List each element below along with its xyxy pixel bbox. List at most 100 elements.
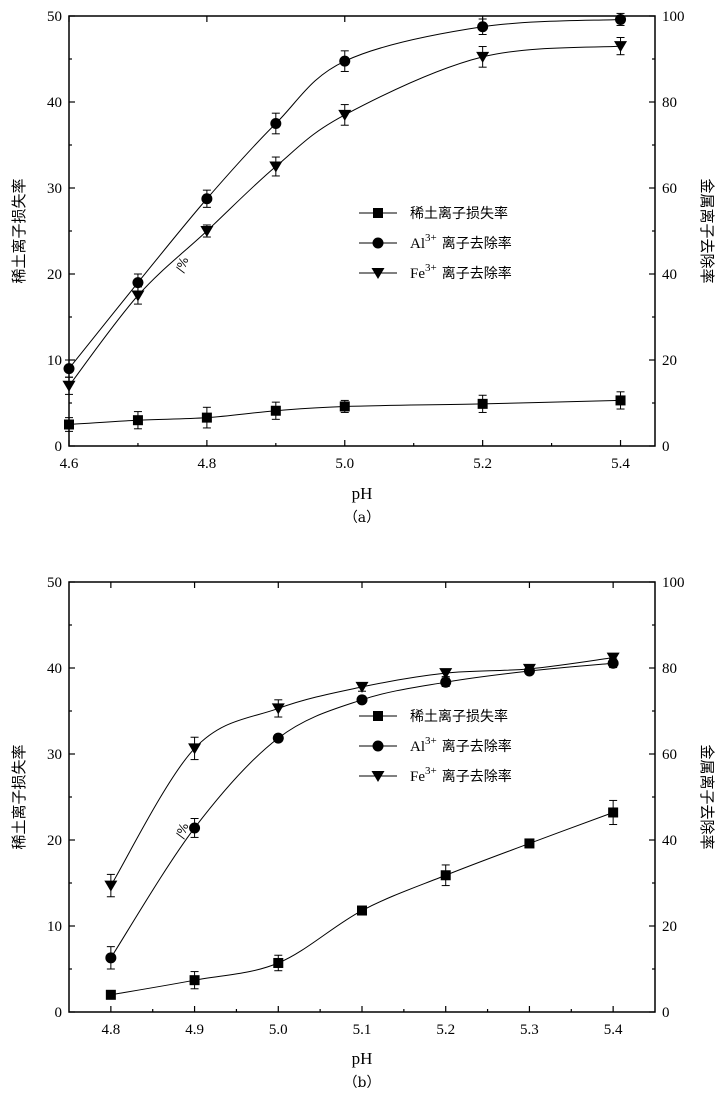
y-left-tick-label: 30 [47,181,62,197]
legend-superscript: 3+ [425,735,437,747]
y-left-axis-label: 稀土离子损失率 [10,744,28,849]
data-point [270,118,282,129]
data-point [477,21,489,33]
legend-text: 离子去除率 [442,768,512,785]
data-point [339,55,351,67]
chart-a: 4.6 4.8 5.0 5.2 5.4 0 10 20 30 40 50 0 20 40 60 80 100 稀土… [10,9,716,526]
data-point [524,838,535,849]
data-point [188,743,202,755]
legend-marker [373,711,383,721]
data-point [132,415,143,426]
data-point [608,807,619,818]
data-point [201,193,213,205]
legend-entry-triangle: Fe3+ 离子去除率 [359,262,512,282]
data-point [522,663,536,675]
x-tick-label: 5.4 [604,1022,623,1038]
data-point [476,51,490,63]
data-point [105,989,116,1000]
legend-superscript: 3+ [425,262,437,274]
data-point [615,395,626,406]
data-point [132,277,144,289]
y-right-tick-label: 80 [662,95,677,111]
data-point [189,822,201,834]
y-left-tick-label: 50 [47,9,62,25]
y-right-tick-label: 100 [662,575,685,591]
legend-marker [371,771,385,782]
data-point [104,880,118,892]
legend-text: 离子去除率 [442,265,512,282]
data-point [357,905,367,916]
data-point [63,363,75,375]
y-left-tick-label: 50 [47,575,62,591]
x-tick-label: 5.2 [473,456,492,472]
x-tick-label: 4.8 [198,456,217,472]
legend-entry-square: 稀土离子损失率 [359,708,508,725]
series-line [68,45,621,387]
x-tick-label: 4.6 [60,456,79,472]
y-right-tick-label: 60 [662,747,677,763]
legend-label: 稀土离子损失率 [410,205,508,222]
x-axis-label: pH [352,484,373,503]
x-tick-label: 5.1 [353,1022,372,1038]
y-left-tick-label: 0 [55,439,63,455]
legend-marker [372,740,384,752]
data-point [440,676,452,688]
y-right-axis-label: 金属离子去除率 [698,744,716,849]
legend-entry-triangle: Fe3+ 离子去除率 [359,765,512,785]
y-right-axis-label: 金属离子去除率 [698,178,716,283]
series-triangle [104,652,620,898]
legend-superscript: 3+ [425,765,437,777]
y-left-tick-label: 20 [47,833,62,849]
data-point [201,412,212,423]
data-point [273,957,284,968]
data-point [131,290,145,302]
y-left-tick-label: 30 [47,747,62,763]
y-right-tick-label: 60 [662,181,677,197]
legend-symbol: Fe [410,769,425,785]
data-point [440,870,451,881]
x-tick-label: 5.0 [269,1022,288,1038]
y-right-tick-label: 80 [662,661,677,677]
legend-entry-circle: Al3+ 离子去除率 [359,735,512,755]
data-point [606,652,620,664]
y-left-tick-label: 10 [47,353,62,369]
data-point [269,161,283,173]
data-point [477,398,488,409]
data-point [338,109,352,121]
legend-marker [371,268,385,279]
data-point [105,952,117,964]
y-left-axis-label: 稀土离子损失率 [10,178,28,283]
y-right-tick-label: 20 [662,919,677,935]
chart-b: 4.8 4.9 5.0 5.1 5.2 5.3 5.4 0 10 20 30 40 50 0 20 40 60 8… [10,575,716,1091]
series-circle [105,657,619,970]
y-left-tick-label: 10 [47,919,62,935]
legend-symbol: Al [410,739,425,755]
data-point [356,694,368,706]
series-square [64,391,626,432]
legend-marker [373,208,383,218]
legend-text: 离子去除率 [442,738,512,755]
legend-label: 稀土离子损失率 [410,708,508,725]
legend-superscript: 3+ [425,232,437,244]
legend-symbol: Al [410,236,425,252]
legend-entry-square: 稀土离子损失率 [359,205,508,222]
y-right-tick-label: 40 [662,833,677,849]
data-point [189,975,200,986]
y-left-tick-label: 40 [47,661,62,677]
legend-symbol: Fe [410,266,425,282]
figure-caption: （b） [344,1075,381,1091]
x-tick-label: 4.8 [101,1022,120,1038]
unit-annotation: /% [173,255,191,274]
x-tick-label: 4.9 [185,1022,204,1038]
y-right-tick-label: 0 [662,439,670,455]
legend-label: Fe3+ 离子去除率 [410,765,512,785]
y-right-tick-label: 20 [662,353,677,369]
plot-frame [68,581,656,1013]
y-right-tick-label: 0 [662,1005,670,1021]
data-point [439,668,453,680]
legend-label: Al3+ 离子去除率 [410,735,512,755]
data-point [614,41,628,53]
plot-frame [68,15,656,447]
y-right-tick-label: 40 [662,267,677,283]
